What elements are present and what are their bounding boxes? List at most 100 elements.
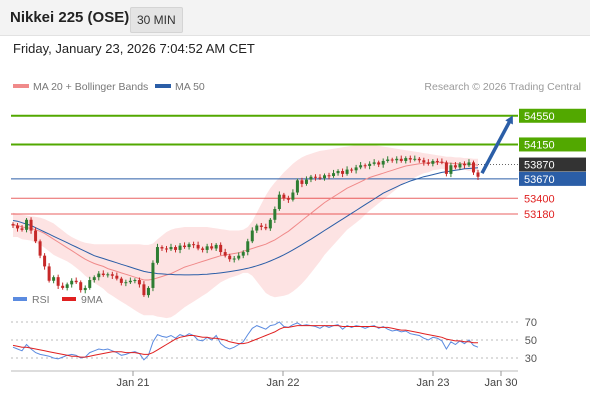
candle	[431, 159, 435, 167]
candle	[462, 161, 466, 169]
candle	[359, 162, 363, 170]
candle	[404, 156, 408, 164]
forecast-arrow-head	[505, 115, 513, 125]
candle-body	[304, 179, 308, 184]
candle-body	[20, 228, 24, 230]
candle	[295, 178, 299, 196]
candle	[110, 271, 114, 279]
candle-body	[453, 165, 457, 168]
bollinger-band	[13, 144, 478, 319]
candle-body	[110, 274, 114, 276]
candle-body	[219, 244, 223, 253]
candle-body	[196, 244, 200, 249]
candle-body	[471, 162, 475, 173]
rsi-panel: 70 50 30	[11, 317, 537, 365]
candle	[65, 282, 69, 291]
credit-text: Research © 2026 Trading Central	[424, 81, 581, 93]
candle-body	[183, 245, 187, 248]
candle	[426, 159, 430, 166]
candle	[453, 162, 457, 170]
candle	[250, 227, 254, 244]
candle-body	[458, 163, 462, 168]
candle	[268, 217, 272, 231]
candle	[88, 276, 92, 290]
candle-body	[300, 180, 304, 184]
level-label-54150: 54150	[524, 139, 555, 151]
x-axis: Jan 21 Jan 22 Jan 23 Jan 30	[11, 370, 518, 389]
candle	[413, 155, 417, 162]
candle-body	[277, 194, 281, 210]
candle	[79, 280, 83, 293]
candle-body	[462, 163, 466, 166]
candle-body	[65, 284, 69, 288]
candle	[300, 177, 304, 188]
candle-body	[422, 160, 426, 163]
candle	[228, 253, 232, 262]
candle	[350, 167, 354, 173]
candle	[435, 158, 439, 165]
candle-body	[467, 162, 471, 166]
candle	[106, 272, 110, 278]
candle-body	[137, 280, 141, 285]
candle	[458, 162, 462, 170]
candle	[133, 278, 137, 284]
candle	[440, 158, 444, 165]
candle-body	[106, 274, 110, 276]
candle-body	[408, 158, 412, 160]
candle	[101, 270, 105, 277]
candle-body	[43, 255, 47, 267]
candle	[16, 223, 20, 232]
x-tick-label: Jan 23	[416, 377, 449, 389]
candle	[241, 250, 245, 259]
level-box-54550	[519, 108, 586, 123]
candle-body	[232, 258, 236, 260]
candle	[210, 243, 214, 251]
candle	[174, 245, 178, 253]
candle-body	[119, 278, 123, 283]
level-label-53870: 53870	[524, 160, 555, 172]
candle-body	[372, 162, 376, 164]
candle	[318, 174, 322, 180]
candle	[336, 169, 340, 176]
candle	[205, 243, 209, 254]
candle-body	[241, 252, 245, 256]
candle-body	[417, 158, 421, 161]
level-box-54150	[519, 137, 586, 152]
candle	[151, 260, 155, 292]
candle	[25, 217, 29, 233]
candle	[323, 173, 327, 181]
candle	[372, 159, 376, 166]
ma50-line	[12, 167, 479, 276]
rsi-legend-swatch	[13, 297, 27, 301]
timeframe-button[interactable]: 30 MIN	[130, 7, 183, 33]
candle	[43, 253, 47, 270]
price-level-labels: 54550 54150 53870 53670 53400 53180	[519, 108, 586, 221]
candle	[92, 275, 96, 283]
ma9-legend-swatch	[62, 297, 76, 301]
candle	[259, 223, 263, 231]
candle-body	[390, 159, 394, 161]
x-tick-label: Jan 21	[116, 377, 149, 389]
candle-body	[88, 280, 92, 288]
candle-body	[332, 173, 336, 177]
level-label-53670: 53670	[524, 174, 555, 186]
candle-body	[341, 171, 345, 174]
candle-body	[47, 266, 51, 281]
candle	[137, 277, 141, 288]
candle	[56, 274, 60, 290]
candle	[128, 277, 132, 284]
candle-body	[435, 160, 439, 162]
bollinger-band-fill	[13, 144, 478, 319]
candle-body	[395, 158, 399, 161]
candle-body	[201, 248, 205, 250]
candle-body	[16, 225, 20, 229]
candle	[142, 281, 146, 297]
candle-body	[282, 194, 286, 199]
candle-body	[169, 247, 173, 250]
candle-body	[142, 284, 146, 296]
timestamp: Friday, January 23, 2026 7:04:52 AM CET	[13, 41, 255, 56]
candle-body	[313, 176, 317, 178]
candle-body	[259, 225, 263, 227]
candle	[74, 277, 78, 284]
candle-body	[327, 175, 331, 177]
